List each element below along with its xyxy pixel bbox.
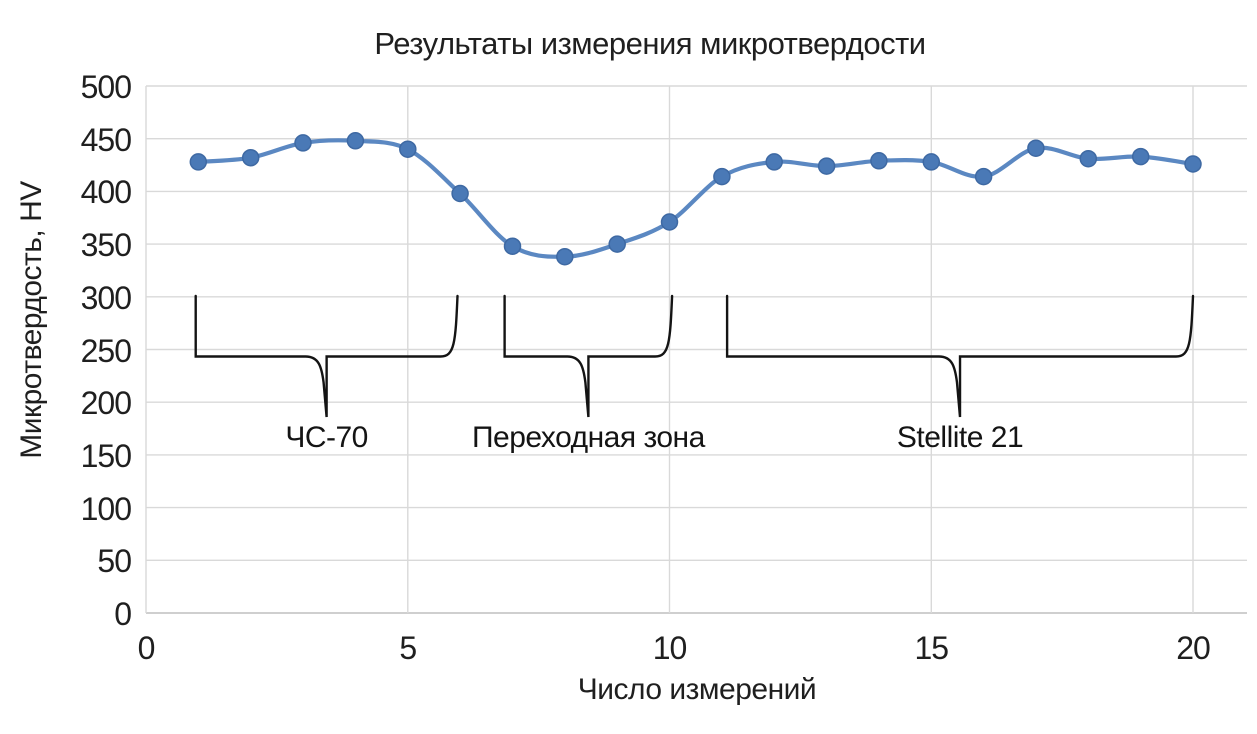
data-point-marker (713, 167, 731, 186)
y-tick-label: 50 (97, 543, 132, 580)
y-tick-label: 300 (80, 279, 132, 316)
y-tick-label: 150 (80, 437, 132, 474)
x-tick-label: 10 (652, 630, 688, 666)
data-point-marker (189, 153, 208, 171)
data-point-marker (451, 184, 469, 203)
chart-title: Результаты измерения микротвердости (374, 26, 926, 61)
data-point-marker (974, 167, 993, 186)
y-axis-title: Микротвердость, HV (15, 181, 48, 459)
data-point-marker (399, 140, 417, 158)
data-point-marker (241, 148, 260, 167)
data-point-marker (870, 152, 888, 170)
y-tick-label: 500 (80, 69, 132, 105)
brace-annotation (501, 294, 674, 418)
brace-annotation (192, 294, 459, 418)
data-point-marker (608, 235, 626, 253)
y-tick-label: 100 (80, 490, 132, 527)
annotation-label: Stellite 21 (896, 421, 1024, 454)
data-point-marker (1027, 139, 1045, 157)
data-point-marker (660, 213, 679, 231)
x-tick-label: 20 (1176, 630, 1211, 666)
data-point-marker (294, 134, 312, 152)
series-line (196, 138, 1196, 259)
y-tick-label: 0 (114, 596, 132, 632)
y-tick-label: 350 (80, 227, 132, 264)
data-point-marker (503, 237, 522, 255)
data-point-marker (1079, 149, 1098, 168)
y-tick-label: 200 (80, 385, 132, 422)
x-tick-label: 15 (914, 630, 949, 666)
brace-annotation (724, 294, 1195, 418)
y-tick-label: 450 (80, 121, 132, 158)
y-tick-label: 400 (80, 174, 132, 211)
x-tick-label: 5 (399, 630, 417, 666)
data-point-marker (922, 153, 941, 171)
data-point-marker (1131, 147, 1150, 166)
x-tick-label: 0 (137, 630, 156, 666)
data-point-marker (1184, 155, 1202, 173)
data-point-marker (556, 247, 574, 266)
y-tick-label: 250 (80, 332, 132, 369)
annotation-label: ЧС-70 (285, 421, 368, 454)
x-axis-title: Число измерений (577, 673, 817, 706)
data-point-marker (346, 132, 365, 150)
data-point-marker (765, 153, 783, 171)
annotation-label: Переходная зона (471, 421, 705, 454)
data-point-marker (817, 157, 836, 175)
